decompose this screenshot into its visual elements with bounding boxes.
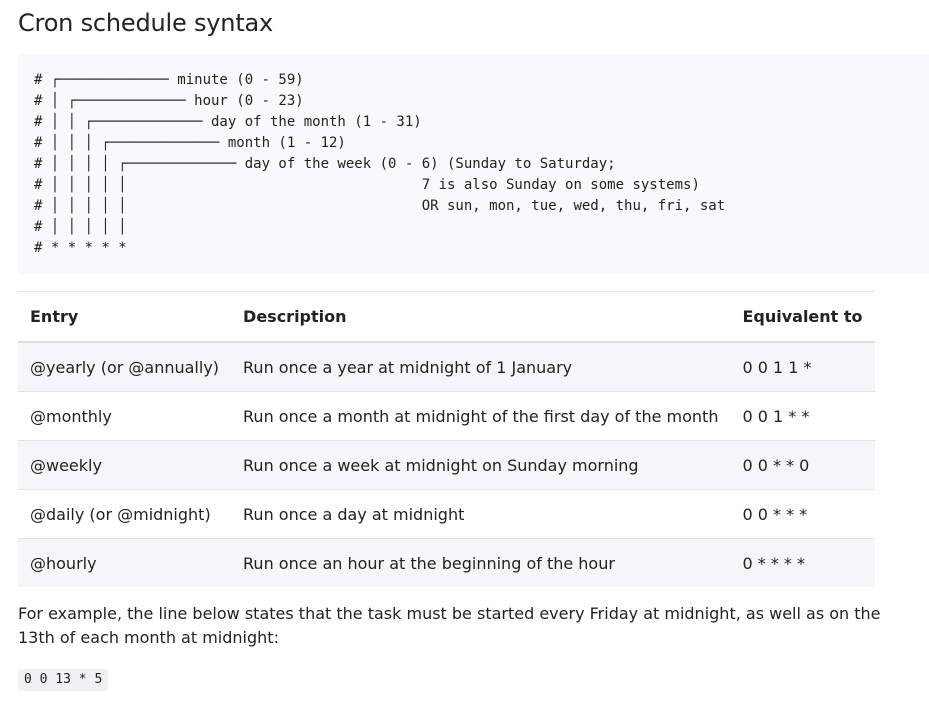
description-cell: Run once a week at midnight on Sunday mo… (231, 440, 731, 490)
table-header-row: Entry Description Equivalent to (18, 291, 875, 343)
description-cell: Run once a month at midnight of the firs… (231, 391, 731, 441)
entry-cell: @daily (or @midnight) (18, 489, 232, 539)
code-line: # ┌───────────── minute (0 - 59) (34, 72, 304, 88)
equivalent-cell: 0 0 * * * (730, 489, 875, 539)
equivalent-cell: 0 0 1 1 * (730, 342, 875, 392)
equivalent-cell: 0 0 * * 0 (730, 440, 875, 490)
entry-cell: @hourly (18, 538, 232, 587)
equivalent-cell: 0 0 1 * * (730, 391, 875, 441)
code-line: # │ ┌───────────── hour (0 - 23) (34, 93, 304, 109)
equivalent-cell: 0 * * * * (730, 538, 875, 587)
cron-shortcuts-table: Entry Description Equivalent to @yearly … (18, 291, 875, 587)
code-line: # │ │ ┌───────────── day of the month (1… (34, 114, 422, 130)
table-row: @weekly Run once a week at midnight on S… (18, 440, 875, 490)
description-cell: Run once a year at midnight of 1 January (231, 342, 731, 392)
table-row: @daily (or @midnight) Run once a day at … (18, 489, 875, 539)
example-code-snippet: 0 0 13 * 5 (18, 669, 109, 691)
code-line: # │ │ │ │ │ OR sun, mon, tue, wed, thu, … (34, 198, 726, 214)
code-line: # │ │ │ ┌───────────── month (1 - 12) (34, 135, 346, 151)
code-line: # │ │ │ │ ┌───────────── day of the week… (34, 156, 616, 172)
entry-cell: @monthly (18, 391, 232, 441)
table-row: @monthly Run once a month at midnight of… (18, 391, 875, 441)
entry-cell: @weekly (18, 440, 232, 490)
code-line: # │ │ │ │ │ 7 is also Sunday on some sys… (34, 177, 700, 193)
section-heading: Cron schedule syntax (18, 9, 274, 37)
description-cell: Run once an hour at the beginning of the… (231, 538, 731, 587)
column-header-equivalent: Equivalent to (730, 291, 875, 343)
table-row: @yearly (or @annually) Run once a year a… (18, 342, 875, 392)
entry-cell: @yearly (or @annually) (18, 342, 232, 392)
code-line: # │ │ │ │ │ (34, 219, 127, 235)
description-cell: Run once a day at midnight (231, 489, 731, 539)
table-row: @hourly Run once an hour at the beginnin… (18, 538, 875, 587)
column-header-entry: Entry (18, 291, 232, 343)
cron-syntax-code-block: # ┌───────────── minute (0 - 59) # │ ┌───… (18, 54, 929, 274)
code-line: # * * * * * (34, 240, 127, 256)
example-paragraph: For example, the line below states that … (18, 604, 881, 647)
column-header-description: Description (231, 291, 731, 343)
